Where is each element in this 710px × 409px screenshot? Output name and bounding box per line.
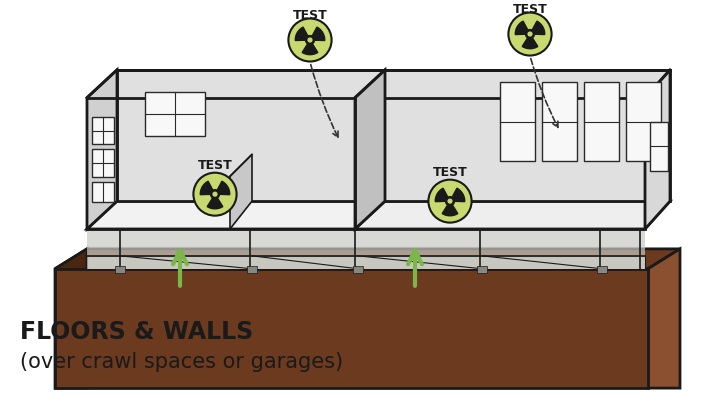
Polygon shape — [650, 121, 668, 171]
Polygon shape — [522, 38, 537, 49]
Polygon shape — [532, 21, 545, 34]
Circle shape — [528, 32, 532, 36]
Polygon shape — [55, 249, 680, 269]
Polygon shape — [353, 266, 363, 273]
Polygon shape — [92, 149, 114, 177]
Polygon shape — [207, 198, 223, 209]
Text: FLOORS & WALLS: FLOORS & WALLS — [20, 321, 253, 344]
Circle shape — [305, 36, 315, 45]
Circle shape — [445, 197, 454, 206]
Polygon shape — [542, 82, 577, 162]
Polygon shape — [295, 27, 308, 40]
Polygon shape — [355, 201, 670, 229]
Polygon shape — [87, 229, 645, 269]
Polygon shape — [477, 266, 487, 273]
Polygon shape — [55, 249, 87, 388]
Circle shape — [428, 180, 471, 222]
Polygon shape — [55, 269, 648, 388]
Polygon shape — [500, 82, 535, 162]
Polygon shape — [117, 70, 670, 201]
Polygon shape — [435, 188, 448, 202]
Polygon shape — [302, 44, 318, 55]
Circle shape — [193, 173, 236, 216]
Polygon shape — [442, 205, 458, 216]
Polygon shape — [200, 181, 213, 195]
Circle shape — [448, 199, 452, 203]
Polygon shape — [92, 182, 114, 202]
Circle shape — [508, 13, 552, 56]
Circle shape — [525, 29, 535, 38]
Polygon shape — [312, 27, 324, 40]
Polygon shape — [452, 188, 465, 202]
Polygon shape — [230, 154, 252, 229]
Polygon shape — [247, 266, 257, 273]
Polygon shape — [645, 70, 670, 229]
Circle shape — [288, 18, 332, 61]
Circle shape — [308, 38, 312, 42]
Text: TEST: TEST — [513, 3, 547, 16]
Circle shape — [211, 190, 219, 199]
Text: TEST: TEST — [293, 9, 327, 22]
Text: TEST: TEST — [197, 159, 232, 172]
Polygon shape — [92, 117, 114, 144]
Polygon shape — [597, 266, 607, 273]
Polygon shape — [87, 201, 385, 229]
Polygon shape — [584, 82, 619, 162]
Polygon shape — [217, 181, 230, 195]
Circle shape — [213, 192, 217, 196]
Text: (over crawl spaces or garages): (over crawl spaces or garages) — [20, 352, 343, 372]
Polygon shape — [626, 82, 661, 162]
Polygon shape — [648, 249, 680, 388]
Polygon shape — [145, 92, 205, 137]
Polygon shape — [515, 21, 528, 34]
Text: TEST: TEST — [432, 166, 467, 179]
Polygon shape — [115, 266, 125, 273]
Polygon shape — [87, 256, 645, 269]
Polygon shape — [355, 70, 385, 229]
Polygon shape — [87, 70, 117, 229]
